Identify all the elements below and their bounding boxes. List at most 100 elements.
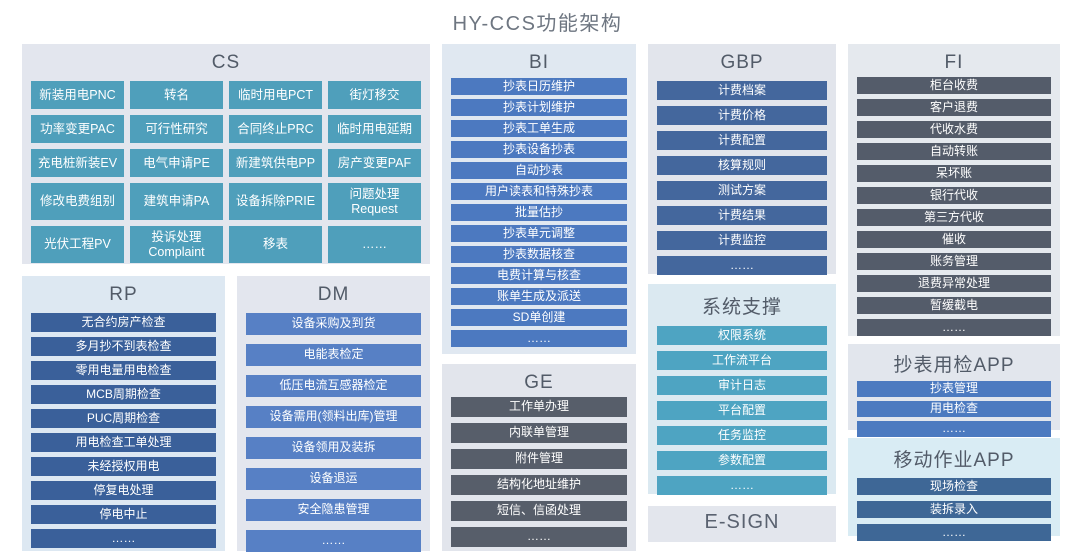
mobileapp-cell: 装拆录入: [857, 501, 1051, 518]
cs-cell: 可行性研究: [130, 115, 223, 143]
rp-cell: PUC周期检查: [31, 409, 216, 428]
dm-cell: 电能表检定: [246, 344, 421, 366]
cs-cell: 合同终止PRC: [229, 115, 322, 143]
cs-cell: 建筑申请PA: [130, 183, 223, 220]
mobileapp-cells: 现场检查 装拆录入 ……: [857, 478, 1051, 541]
bi-cell: 抄表单元调整: [451, 225, 627, 242]
cs-cell: 修改电费组别: [31, 183, 124, 220]
ge-cell: 附件管理: [451, 449, 627, 469]
fi-cell: 银行代收: [857, 187, 1051, 204]
column-4: FI 柜台收费 客户退费 代收水费 自动转账 呆坏账 银行代收 第三方代收 催收 账务管理 退费异常…: [848, 44, 1060, 541]
fi-cell: 催收: [857, 231, 1051, 248]
meterapp-cell: 用电检查: [857, 401, 1051, 417]
mobileapp-title: 移动作业APP: [893, 450, 1015, 471]
panel-mobile-work-app: 移动作业APP 现场检查 装拆录入 ……: [848, 438, 1060, 541]
gbp-cell: 计费配置: [657, 131, 827, 150]
support-cell: 审计日志: [657, 376, 827, 395]
panel-gbp: GBP 计费档案 计费价格 计费配置 核算规则 测试方案 计费结果 计费监控 ……: [648, 44, 836, 275]
gbp-cell: 计费结果: [657, 206, 827, 225]
support-cell: ……: [657, 476, 827, 495]
fi-cell: 客户退费: [857, 99, 1051, 116]
dm-cell: 安全隐患管理: [246, 499, 421, 521]
support-cell: 参数配置: [657, 451, 827, 470]
dm-cell: 设备采购及到货: [246, 313, 421, 335]
page-title: HY-CCS功能架构: [452, 13, 623, 35]
cs-cell: 问题处理 Request: [328, 183, 421, 220]
bi-cell: 抄表计划维护: [451, 99, 627, 116]
ge-cell: 内联单管理: [451, 423, 627, 443]
cs-cell: 临时用电PCT: [229, 81, 322, 109]
fi-title: FI: [944, 52, 964, 73]
rp-cells: 无合约房产检查 多月抄不到表检查 零用电量用电检查 MCB周期检查 PUC周期检查 用电检…: [31, 313, 216, 548]
cs-cells: 新装用电PNC 转名 临时用电PCT 街灯移交 功率变更PAC 可行性研究 合同终止PRC 临…: [31, 81, 421, 263]
cs-title: CS: [211, 52, 241, 73]
column-3: GBP 计费档案 计费价格 计费配置 核算规则 测试方案 计费结果 计费监控 …… 系统支撑 权限…: [648, 44, 836, 542]
bi-cell: SD单创建: [451, 309, 627, 326]
esign-title: E-SIGN: [704, 511, 780, 533]
cs-cell: 临时用电延期: [328, 115, 421, 143]
support-cells: 权限系统工作流平台审计日志平台配置任务监控参数配置 ……: [657, 326, 827, 495]
gbp-cell: 计费价格: [657, 106, 827, 125]
bi-cell: ……: [451, 330, 627, 347]
bi-cell: 电费计算与核查: [451, 267, 627, 284]
bi-title: BI: [529, 52, 549, 73]
rp-cell: 停复电处理: [31, 481, 216, 500]
ge-cell: 结构化地址维护: [451, 475, 627, 495]
rp-dm-row: RP 无合约房产检查 多月抄不到表检查 零用电量用电检查 MCB周期检查 PUC周期检查用…: [22, 276, 430, 552]
cs-cell: 房产变更PAF: [328, 149, 421, 177]
rp-cell: MCB周期检查: [31, 385, 216, 404]
cs-cell: 投诉处理 Complaint: [130, 226, 223, 263]
meterapp-cell: 抄表管理: [857, 381, 1051, 397]
rp-cell: 无合约房产检查: [31, 313, 216, 332]
dm-cell: 设备退运: [246, 468, 421, 490]
panel-ge: GE 工作单办理内联单管理附件管理结构化地址维护 短信、信函处理 ……: [442, 364, 636, 551]
bi-cell: 账单生成及派送: [451, 288, 627, 305]
fi-cell: 账务管理: [857, 253, 1051, 270]
dm-cell: 低压电流互感器检定: [246, 375, 421, 397]
panel-meter-inspection-app: 抄表用检APP 抄表管理用电检查 ……: [848, 344, 1060, 437]
rp-cell: 多月抄不到表检查: [31, 337, 216, 356]
ge-cell: ……: [451, 527, 627, 547]
cs-cell: 街灯移交: [328, 81, 421, 109]
rp-cell: 零用电量用电检查: [31, 361, 216, 380]
support-cell: 权限系统: [657, 326, 827, 345]
rp-title: RP: [109, 284, 138, 305]
ge-title: GE: [524, 372, 554, 393]
bi-cell: 抄表数据核查: [451, 246, 627, 263]
meterapp-title: 抄表用检APP: [893, 355, 1015, 376]
meterapp-cell: ……: [857, 421, 1051, 437]
cs-cell: ……: [328, 226, 421, 263]
ge-cell: 短信、信函处理: [451, 501, 627, 521]
dm-cells: 设备采购及到货 电能表检定 低压电流互感器检定 设备需用(领料出库)管理 设备领用及装拆…: [246, 313, 421, 552]
column-2: BI 抄表日历维护 抄表计划维护 抄表工单生成 抄表设备抄表 自动抄表 用户读表和特殊抄表批…: [442, 44, 636, 551]
mobileapp-cell: ……: [857, 524, 1051, 541]
meterapp-cells: 抄表管理用电检查 ……: [857, 381, 1051, 437]
support-title: 系统支撑: [701, 297, 782, 318]
support-cell: 任务监控: [657, 426, 827, 445]
fi-cell: 柜台收费: [857, 77, 1051, 94]
fi-cell: 代收水费: [857, 121, 1051, 138]
bi-cell: 用户读表和特殊抄表: [451, 183, 627, 200]
panel-cs: CS 新装用电PNC 转名 临时用电PCT 街灯移交 功率变更PAC 可行性研究 合同终止PR…: [22, 44, 430, 264]
panel-dm: DM 设备采购及到货 电能表检定 低压电流互感器检定 设备需用(领料出库)管理 设备领用及…: [237, 276, 430, 552]
gbp-title: GBP: [720, 52, 764, 73]
support-cell: 工作流平台: [657, 351, 827, 370]
bi-cell: 自动抄表: [451, 162, 627, 179]
cs-cell: 光伏工程PV: [31, 226, 124, 263]
rp-cell: 未经授权用电: [31, 457, 216, 476]
fi-cell: 第三方代收: [857, 209, 1051, 226]
dm-title: DM: [317, 284, 350, 305]
panel-bi: BI 抄表日历维护 抄表计划维护 抄表工单生成 抄表设备抄表 自动抄表 用户读表和特殊抄表批…: [442, 44, 636, 354]
gbp-cell: ……: [657, 256, 827, 275]
fi-cell: 自动转账: [857, 143, 1051, 160]
gbp-cell: 测试方案: [657, 181, 827, 200]
ge-cell: 工作单办理: [451, 397, 627, 417]
bi-cells: 抄表日历维护 抄表计划维护 抄表工单生成 抄表设备抄表 自动抄表 用户读表和特殊抄表 批量估…: [451, 78, 627, 347]
column-1: CS 新装用电PNC 转名 临时用电PCT 街灯移交 功率变更PAC 可行性研究 合同终止PR…: [22, 44, 430, 552]
support-cell: 平台配置: [657, 401, 827, 420]
fi-cells: 柜台收费 客户退费 代收水费 自动转账 呆坏账 银行代收 第三方代收 催收 账务管理 退费异常处理…: [857, 77, 1051, 336]
fi-cell: ……: [857, 319, 1051, 336]
dm-cell: ……: [246, 530, 421, 552]
cs-cell: 设备拆除PRIE: [229, 183, 322, 220]
panel-e-sign: E-SIGN: [648, 506, 836, 542]
